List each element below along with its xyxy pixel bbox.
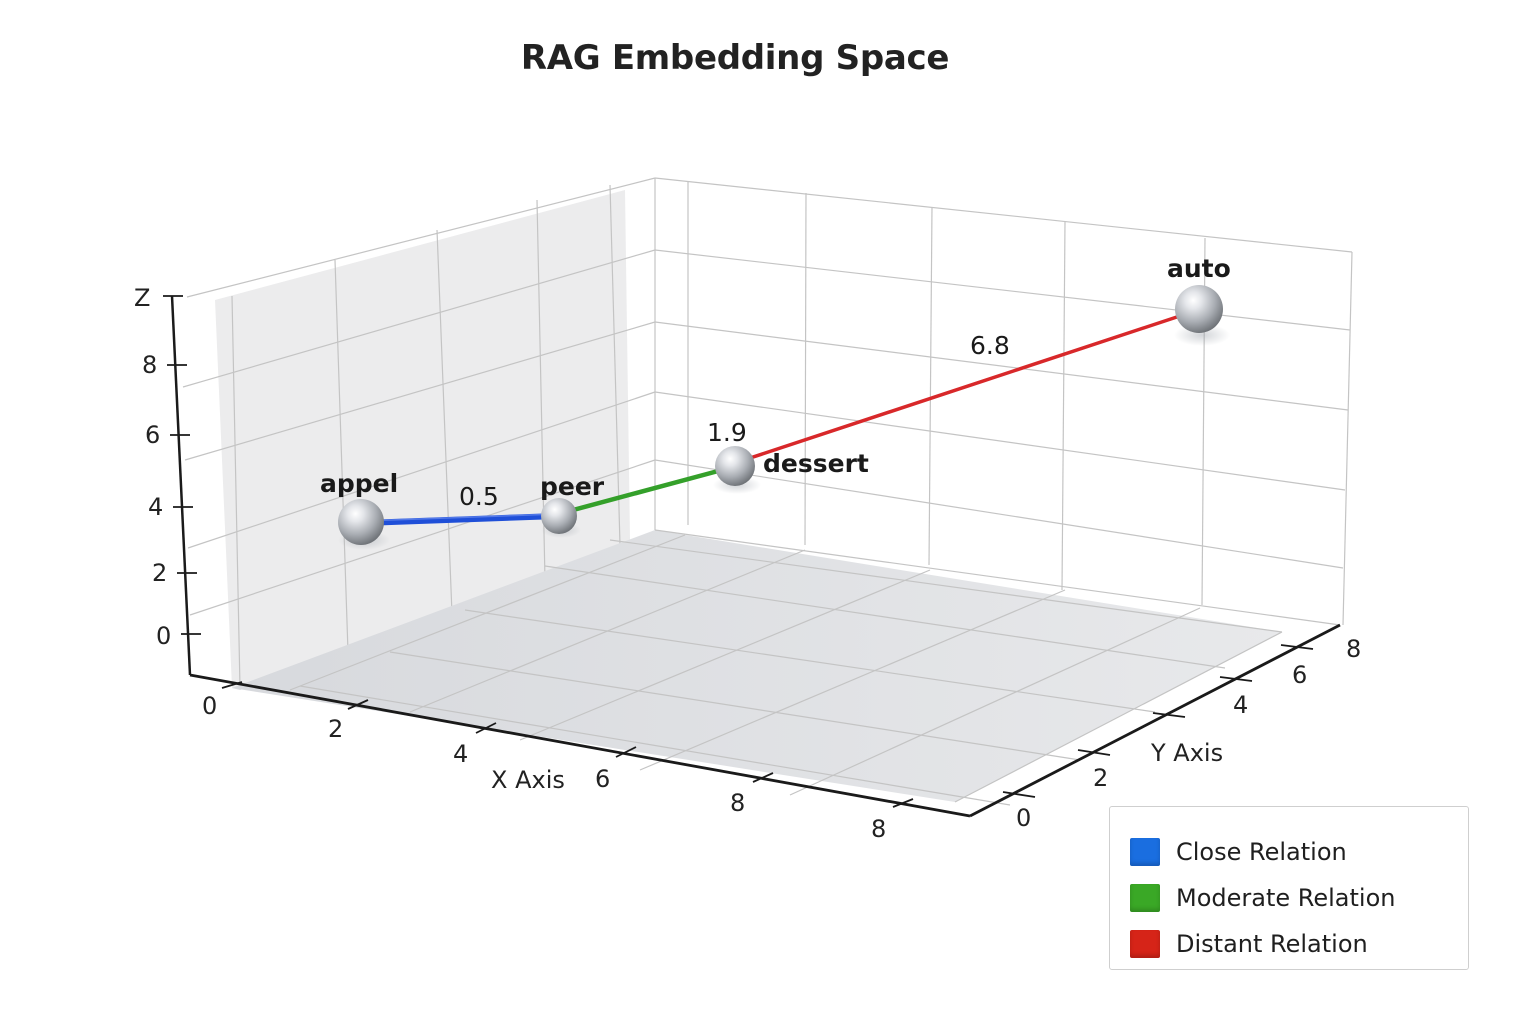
legend-label: Distant Relation <box>1176 930 1368 958</box>
z-tick: 0 <box>156 622 171 650</box>
x-tick: 8 <box>871 815 886 843</box>
label-auto: auto <box>1167 254 1231 283</box>
distance-label-distant: 6.8 <box>970 331 1010 360</box>
label-dessert: dessert <box>763 449 869 478</box>
point-dessert <box>715 446 755 486</box>
edge-distant <box>736 308 1200 464</box>
edges <box>359 308 1200 526</box>
points <box>338 285 1230 550</box>
x-tick: 0 <box>202 692 217 720</box>
x-tick: 8 <box>730 789 745 817</box>
edge-close <box>359 513 561 526</box>
y-axis: 0 2 4 6 8 Y Axis <box>969 623 1361 832</box>
y-tick: 4 <box>1233 691 1248 719</box>
edge-moderate <box>559 464 736 516</box>
distance-label-moderate: 1.9 <box>707 418 747 447</box>
legend-item-distant: Distant Relation <box>1130 921 1468 967</box>
z-tick: 4 <box>148 493 163 521</box>
z-tick: 2 <box>152 559 167 587</box>
legend-swatch-blue <box>1130 838 1160 866</box>
z-tick: 6 <box>145 421 160 449</box>
x-tick: 4 <box>453 740 468 768</box>
point-auto <box>1175 285 1223 333</box>
x-tick: 2 <box>328 715 343 743</box>
label-peer: peer <box>540 472 605 501</box>
z-tick: 8 <box>142 351 157 379</box>
y-tick: 2 <box>1093 764 1108 792</box>
y-tick: 8 <box>1346 635 1361 663</box>
distance-label-close: 0.5 <box>459 482 499 511</box>
floor <box>232 529 1341 806</box>
legend-label: Close Relation <box>1176 838 1347 866</box>
x-tick: 6 <box>595 765 610 793</box>
legend-swatch-green <box>1130 884 1160 912</box>
y-tick: 6 <box>1292 661 1307 689</box>
legend-swatch-red <box>1130 930 1160 958</box>
chart-title: RAG Embedding Space <box>520 38 950 78</box>
legend-item-close: Close Relation <box>1130 829 1468 875</box>
z-axis: Z 8 6 4 2 0 <box>134 284 201 676</box>
z-axis-title: Z <box>134 284 150 312</box>
legend-item-moderate: Moderate Relation <box>1130 875 1468 921</box>
legend: Close Relation Moderate Relation Distant… <box>1109 806 1469 970</box>
point-peer <box>541 498 577 534</box>
point-appel <box>338 499 384 545</box>
x-axis-title: X Axis <box>491 766 565 794</box>
label-appel: appel <box>320 469 398 498</box>
y-tick: 0 <box>1016 804 1031 832</box>
back-wall <box>654 177 1353 626</box>
legend-label: Moderate Relation <box>1176 884 1396 912</box>
y-axis-title: Y Axis <box>1150 739 1223 767</box>
x-axis: 0 2 4 6 8 8 X Axis <box>189 673 971 843</box>
point-labels: appel peer dessert auto 0.5 1.9 6.8 <box>320 254 1231 511</box>
